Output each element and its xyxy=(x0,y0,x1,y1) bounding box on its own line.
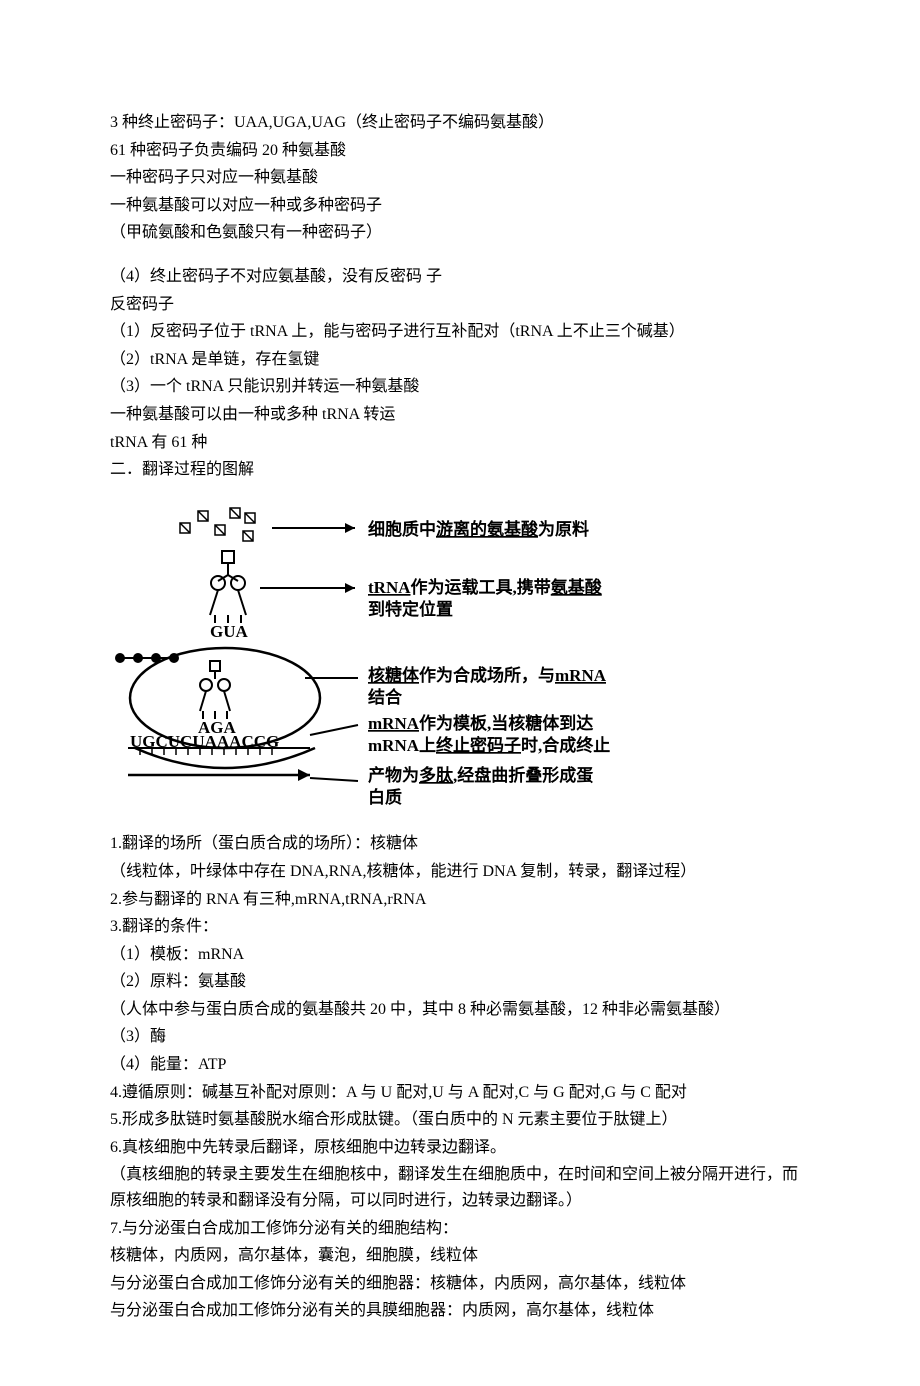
text-line: （4）终止密码子不对应氨基酸，没有反密码 子 xyxy=(110,264,810,290)
text-line: 3 种终止密码子：UAA,UGA,UAG（终止密码子不编码氨基酸） xyxy=(110,110,810,136)
text-line: 一种密码子只对应一种氨基酸 xyxy=(110,165,810,191)
text-line: （1）模板：mRNA xyxy=(110,942,810,968)
anno-text: 作为模板,当核糖体到达 xyxy=(419,713,593,733)
svg-text:mRNA上终止密码子时,合成终止: mRNA上终止密码子时,合成终止 xyxy=(368,735,610,755)
svg-text:mRNA作为模板,当核糖体到达: mRNA作为模板,当核糖体到达 xyxy=(368,713,593,733)
text-line: （3）酶 xyxy=(110,1024,810,1050)
text-line: （甲硫氨酸和色氨酸只有一种密码子） xyxy=(110,220,810,246)
text-line: 5.形成多肽链时氨基酸脱水缩合形成肽键。（蛋白质中的 N 元素主要位于肽键上） xyxy=(110,1107,810,1133)
text-line: 反密码子 xyxy=(110,292,810,318)
text-line: 核糖体，内质网，高尔基体，囊泡，细胞膜，线粒体 xyxy=(110,1243,810,1269)
anno-text: 作为合成场所，与 xyxy=(419,665,555,685)
text-line: （2）tRNA 是单链，存在氢键 xyxy=(110,347,810,373)
text-line: （人体中参与蛋白质合成的氨基酸共 20 中，其中 8 种必需氨基酸，12 种非必… xyxy=(110,997,810,1023)
anno-text: 细胞质中 xyxy=(368,519,436,539)
anno-text: 终止密码子 xyxy=(436,735,521,755)
anno-text: 为原料 xyxy=(538,519,589,539)
text-line: 1.翻译的场所（蛋白质合成的场所）：核糖体 xyxy=(110,831,810,857)
anno-text: tRNA xyxy=(368,578,411,597)
svg-text:产物为多肽,经盘曲折叠形成蛋: 产物为多肽,经盘曲折叠形成蛋 xyxy=(368,765,593,785)
text-line: （3）一个 tRNA 只能识别并转运一种氨基酸 xyxy=(110,374,810,400)
text-line: （真核细胞的转录主要发生在细胞核中，翻译发生在细胞质中，在时间和空间上被分隔开进… xyxy=(110,1162,810,1213)
translation-diagram: GUA AGA xyxy=(110,503,750,822)
text-line: （1）反密码子位于 tRNA 上，能与密码子进行互补配对（tRNA 上不止三个碱… xyxy=(110,319,810,345)
anno-text: 作为运载工具,携带 xyxy=(411,577,551,597)
text-line: 4.遵循原则：碱基互补配对原则：A 与 U 配对,U 与 A 配对,C 与 G … xyxy=(110,1080,810,1106)
anno-text: 氨基酸 xyxy=(551,577,603,597)
text-line: 二．翻译过程的图解 xyxy=(110,457,810,483)
text-line: （线粒体，叶绿体中存在 DNA,RNA,核糖体，能进行 DNA 复制，转录，翻译… xyxy=(110,859,810,885)
text-line: （2）原料：氨基酸 xyxy=(110,969,810,995)
svg-text:细胞质中游离的氨基酸为原料: 细胞质中游离的氨基酸为原料 xyxy=(368,519,589,539)
anno-text: 结合 xyxy=(368,687,403,707)
anno-text: 时,合成终止 xyxy=(521,735,610,755)
anno-text: 产物为 xyxy=(368,765,419,785)
anno-text: mRNA xyxy=(555,666,607,685)
svg-text:核糖体作为合成场所，与mRNA: 核糖体作为合成场所，与mRNA xyxy=(368,665,607,685)
anno-text: 核糖体 xyxy=(368,665,420,685)
text-line: 与分泌蛋白合成加工修饰分泌有关的具膜细胞器：内质网，高尔基体，线粒体 xyxy=(110,1298,810,1324)
text-line: 7.与分泌蛋白合成加工修饰分泌有关的细胞结构： xyxy=(110,1216,810,1242)
anno-text: mRNA xyxy=(368,714,420,733)
anno-text: 白质 xyxy=(368,787,402,807)
text-line: 61 种密码子负责编码 20 种氨基酸 xyxy=(110,138,810,164)
svg-text:tRNA作为运载工具,携带氨基酸: tRNA作为运载工具,携带氨基酸 xyxy=(368,577,603,597)
text-line: （4）能量：ATP xyxy=(110,1052,810,1078)
anno-text: 游离的氨基酸 xyxy=(436,519,539,539)
text-line: 一种氨基酸可以由一种或多种 tRNA 转运 xyxy=(110,402,810,428)
text-line: 2.参与翻译的 RNA 有三种,mRNA,tRNA,rRNA xyxy=(110,887,810,913)
anno-text: 到特定位置 xyxy=(368,599,453,619)
text-line: 3.翻译的条件： xyxy=(110,914,810,940)
text-line: 与分泌蛋白合成加工修饰分泌有关的细胞器：核糖体，内质网，高尔基体，线粒体 xyxy=(110,1271,810,1297)
text-line: 一种氨基酸可以对应一种或多种密码子 xyxy=(110,193,810,219)
anno-text: ,经盘曲折叠形成蛋 xyxy=(453,765,593,785)
text-line: 6.真核细胞中先转录后翻译，原核细胞中边转录边翻译。 xyxy=(110,1135,810,1161)
mrna-label: UGCUCUAAACCG xyxy=(130,732,279,751)
anticodon-label: GUA xyxy=(210,622,249,641)
anno-text: 多肽 xyxy=(419,765,454,785)
text-line: tRNA 有 61 种 xyxy=(110,430,810,456)
anno-text: mRNA上 xyxy=(368,736,436,755)
